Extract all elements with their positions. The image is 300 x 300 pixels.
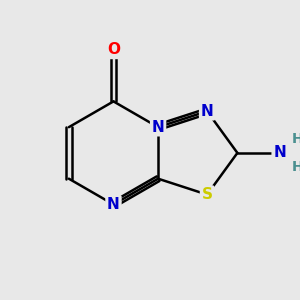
Text: N: N (107, 197, 120, 212)
Text: N: N (273, 146, 286, 160)
Text: N: N (152, 120, 164, 135)
Text: H: H (292, 160, 300, 174)
Text: N: N (201, 104, 214, 119)
Text: H: H (292, 131, 300, 146)
Text: O: O (107, 42, 120, 57)
Text: S: S (202, 187, 213, 202)
